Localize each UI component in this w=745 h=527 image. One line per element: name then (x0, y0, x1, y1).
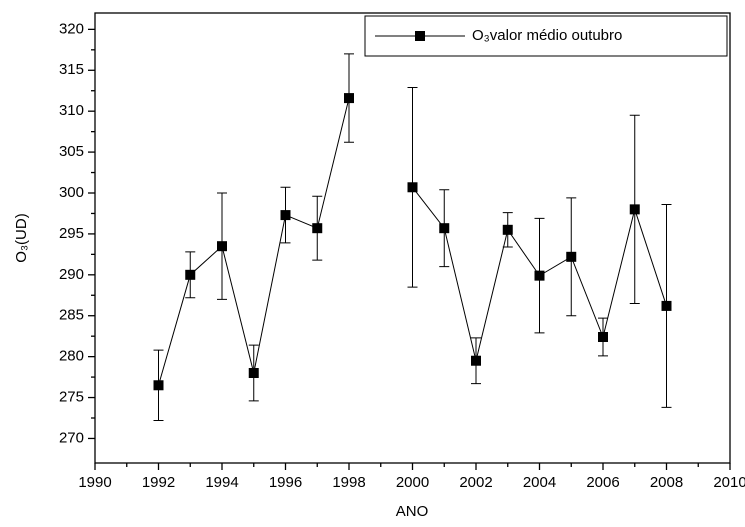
data-marker (566, 251, 577, 262)
x-tick-label: 2000 (396, 474, 429, 491)
data-marker (471, 355, 481, 366)
x-tick-label: 1996 (269, 474, 302, 491)
y-tick-label: 310 (59, 102, 84, 119)
data-marker (534, 270, 545, 281)
x-tick-label: 1994 (205, 474, 238, 491)
legend-label: O₃valor médio outubro (472, 27, 622, 44)
data-marker (312, 223, 323, 234)
y-tick-label: 300 (59, 184, 84, 201)
x-tick-label: 2010 (713, 474, 745, 491)
x-tick-label: 2002 (459, 474, 492, 491)
data-marker (153, 380, 164, 391)
data-line (158, 97, 350, 386)
y-tick-label: 315 (59, 61, 84, 78)
y-tick-label: 290 (59, 266, 84, 283)
x-tick-label: 2006 (586, 474, 619, 491)
x-tick-label: 1998 (332, 474, 365, 491)
x-tick-label: 2008 (650, 474, 683, 491)
x-tick-label: 1992 (142, 474, 175, 491)
x-tick-label: 1990 (78, 474, 111, 491)
y-axis-label: O₃(UD) (13, 213, 30, 262)
data-marker (185, 269, 196, 280)
x-tick-label: 2004 (523, 474, 556, 491)
data-marker (248, 368, 259, 378)
y-tick-label: 270 (59, 429, 84, 446)
y-tick-label: 285 (59, 307, 84, 324)
x-axis-label: ANO (396, 503, 429, 520)
y-tick-label: 280 (59, 348, 84, 365)
data-marker (661, 300, 672, 311)
legend-marker (415, 31, 425, 41)
data-marker (217, 241, 227, 252)
data-marker (344, 93, 354, 104)
y-tick-label: 275 (59, 389, 84, 406)
y-tick-label: 295 (59, 225, 84, 242)
data-marker (280, 210, 291, 221)
data-marker (598, 332, 608, 342)
y-tick-label: 320 (59, 20, 84, 37)
data-marker (502, 224, 513, 235)
data-marker (439, 223, 450, 234)
data-marker (629, 204, 640, 215)
data-marker (407, 182, 418, 193)
y-tick-label: 305 (59, 143, 84, 160)
